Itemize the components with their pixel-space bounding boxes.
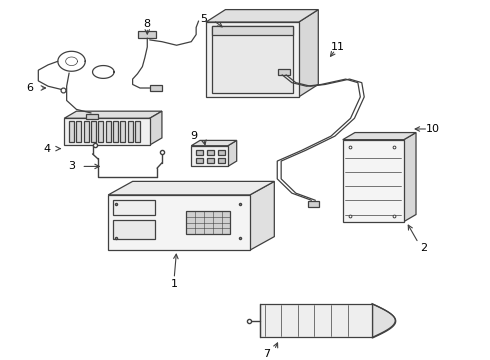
- Bar: [121, 121, 125, 142]
- Bar: [218, 158, 225, 163]
- Bar: [278, 69, 290, 75]
- Bar: [69, 121, 74, 142]
- Text: 11: 11: [331, 42, 345, 52]
- Bar: [196, 158, 203, 163]
- Text: 2: 2: [420, 243, 427, 253]
- Bar: [113, 200, 155, 215]
- Polygon shape: [206, 10, 318, 22]
- Bar: [212, 26, 293, 93]
- Polygon shape: [206, 22, 299, 97]
- Text: 9: 9: [190, 131, 197, 141]
- Bar: [191, 146, 228, 166]
- Bar: [186, 211, 230, 234]
- Bar: [207, 150, 214, 155]
- Bar: [308, 201, 319, 207]
- Bar: [260, 303, 372, 337]
- Text: 4: 4: [44, 144, 50, 154]
- Bar: [64, 118, 150, 145]
- Bar: [196, 150, 203, 155]
- Polygon shape: [64, 111, 162, 118]
- Polygon shape: [150, 111, 162, 145]
- Text: 10: 10: [426, 124, 440, 134]
- Bar: [113, 121, 118, 142]
- Text: 6: 6: [26, 83, 33, 93]
- Bar: [150, 85, 162, 91]
- Bar: [76, 121, 81, 142]
- Polygon shape: [108, 195, 250, 250]
- Text: 7: 7: [264, 348, 270, 359]
- Bar: [98, 121, 103, 142]
- Bar: [84, 121, 89, 142]
- Bar: [139, 31, 156, 38]
- Text: 5: 5: [200, 14, 207, 23]
- Polygon shape: [108, 181, 274, 195]
- Polygon shape: [228, 140, 237, 166]
- Polygon shape: [191, 140, 237, 146]
- Bar: [106, 121, 111, 142]
- Bar: [212, 26, 293, 35]
- Bar: [113, 220, 155, 239]
- Bar: [128, 121, 133, 142]
- Bar: [343, 140, 404, 222]
- Bar: [135, 121, 140, 142]
- Polygon shape: [404, 132, 416, 222]
- Text: 8: 8: [144, 19, 151, 29]
- Bar: [218, 150, 225, 155]
- Bar: [86, 114, 98, 120]
- Text: 3: 3: [68, 161, 75, 171]
- Polygon shape: [250, 181, 274, 250]
- Polygon shape: [299, 10, 318, 97]
- Bar: [91, 121, 96, 142]
- Bar: [207, 158, 214, 163]
- Polygon shape: [343, 132, 416, 140]
- Text: 1: 1: [171, 279, 178, 289]
